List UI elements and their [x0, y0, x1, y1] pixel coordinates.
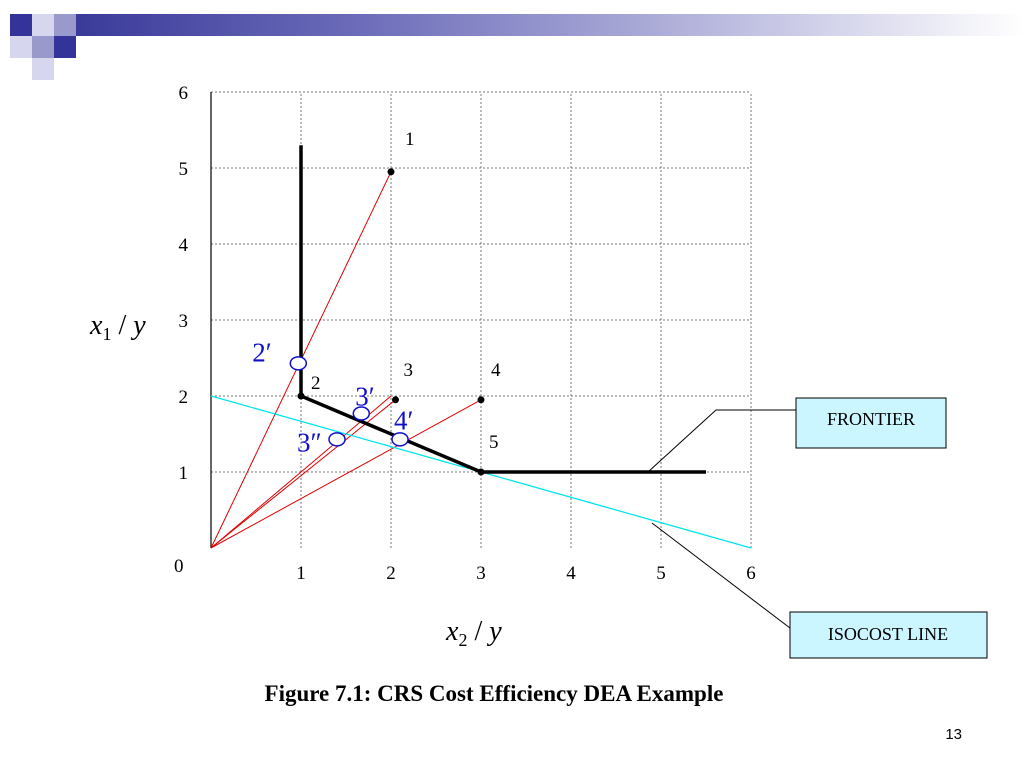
- origin-label: 0: [174, 556, 184, 577]
- chart-title: Figure 7.1: CRS Cost Efficiency DEA Exam…: [265, 681, 724, 706]
- projection-label: 2′: [252, 337, 271, 367]
- isocost-callout-label: ISOCOST LINE: [828, 624, 948, 644]
- deco-square: [54, 36, 76, 58]
- projection-label: 3″: [297, 427, 322, 457]
- frontier-polyline: [299, 145, 706, 474]
- y-tick-label: 3: [179, 311, 189, 332]
- data-point-5: [477, 468, 485, 476]
- frontier-leader-line: [647, 409, 796, 473]
- data-point-label: 1: [405, 129, 415, 150]
- deco-square: [10, 14, 32, 36]
- callouts: FRONTIER ISOCOST LINE: [647, 397, 988, 659]
- deco-square: [32, 58, 54, 80]
- data-point-label: 4: [491, 360, 501, 381]
- frontier-callout-box: [795, 397, 947, 449]
- ray-line: [210, 399, 482, 549]
- data-points: 1 2 3 4 5: [297, 129, 501, 476]
- y-tick-label: 2: [179, 387, 189, 408]
- data-point-3: [392, 396, 399, 404]
- x-tick-label: 6: [746, 563, 756, 584]
- x-tick-label: 5: [656, 563, 666, 584]
- y-axis-label: x1 / y: [89, 310, 146, 344]
- data-point-label: 3: [404, 360, 414, 381]
- x-tick-label: 2: [386, 563, 396, 584]
- deco-square: [54, 14, 76, 36]
- projection-marker: [289, 356, 308, 371]
- projection-label: 3′: [355, 381, 374, 411]
- x-tick-label: 1: [296, 563, 306, 584]
- frontier-line: [299, 145, 706, 474]
- data-point-1: [387, 168, 395, 176]
- isocost-leader-line: [651, 522, 791, 629]
- y-tick-label: 4: [179, 235, 189, 256]
- data-point-label: 5: [489, 432, 499, 453]
- data-point-label: 2: [311, 373, 321, 394]
- deco-square: [10, 36, 32, 58]
- deco-square: [32, 14, 54, 36]
- header-band: [76, 14, 1024, 36]
- projection-marker: [328, 432, 346, 447]
- projection-label: 4′: [394, 405, 413, 435]
- projection-marker: [391, 432, 409, 447]
- tick-labels: 1 2 3 4 5 6 1 2 3 4 5 6: [179, 83, 756, 584]
- y-tick-label: 5: [179, 159, 189, 180]
- data-point-4: [477, 396, 485, 404]
- page-number: 13: [945, 726, 962, 743]
- projection-points: 2′ 3′ 4′ 3″: [252, 337, 413, 457]
- x-tick-label: 4: [566, 563, 576, 584]
- y-tick-label: 1: [179, 463, 189, 484]
- isocost-callout-box: [789, 611, 988, 659]
- x-tick-label: 3: [476, 563, 486, 584]
- y-tick-label: 6: [179, 83, 189, 104]
- data-point-2: [297, 392, 305, 400]
- projection-marker: [352, 406, 371, 421]
- frontier-callout-label: FRONTIER: [827, 409, 915, 429]
- deco-square: [32, 36, 54, 58]
- x-axis-label: x2 / y: [445, 616, 502, 650]
